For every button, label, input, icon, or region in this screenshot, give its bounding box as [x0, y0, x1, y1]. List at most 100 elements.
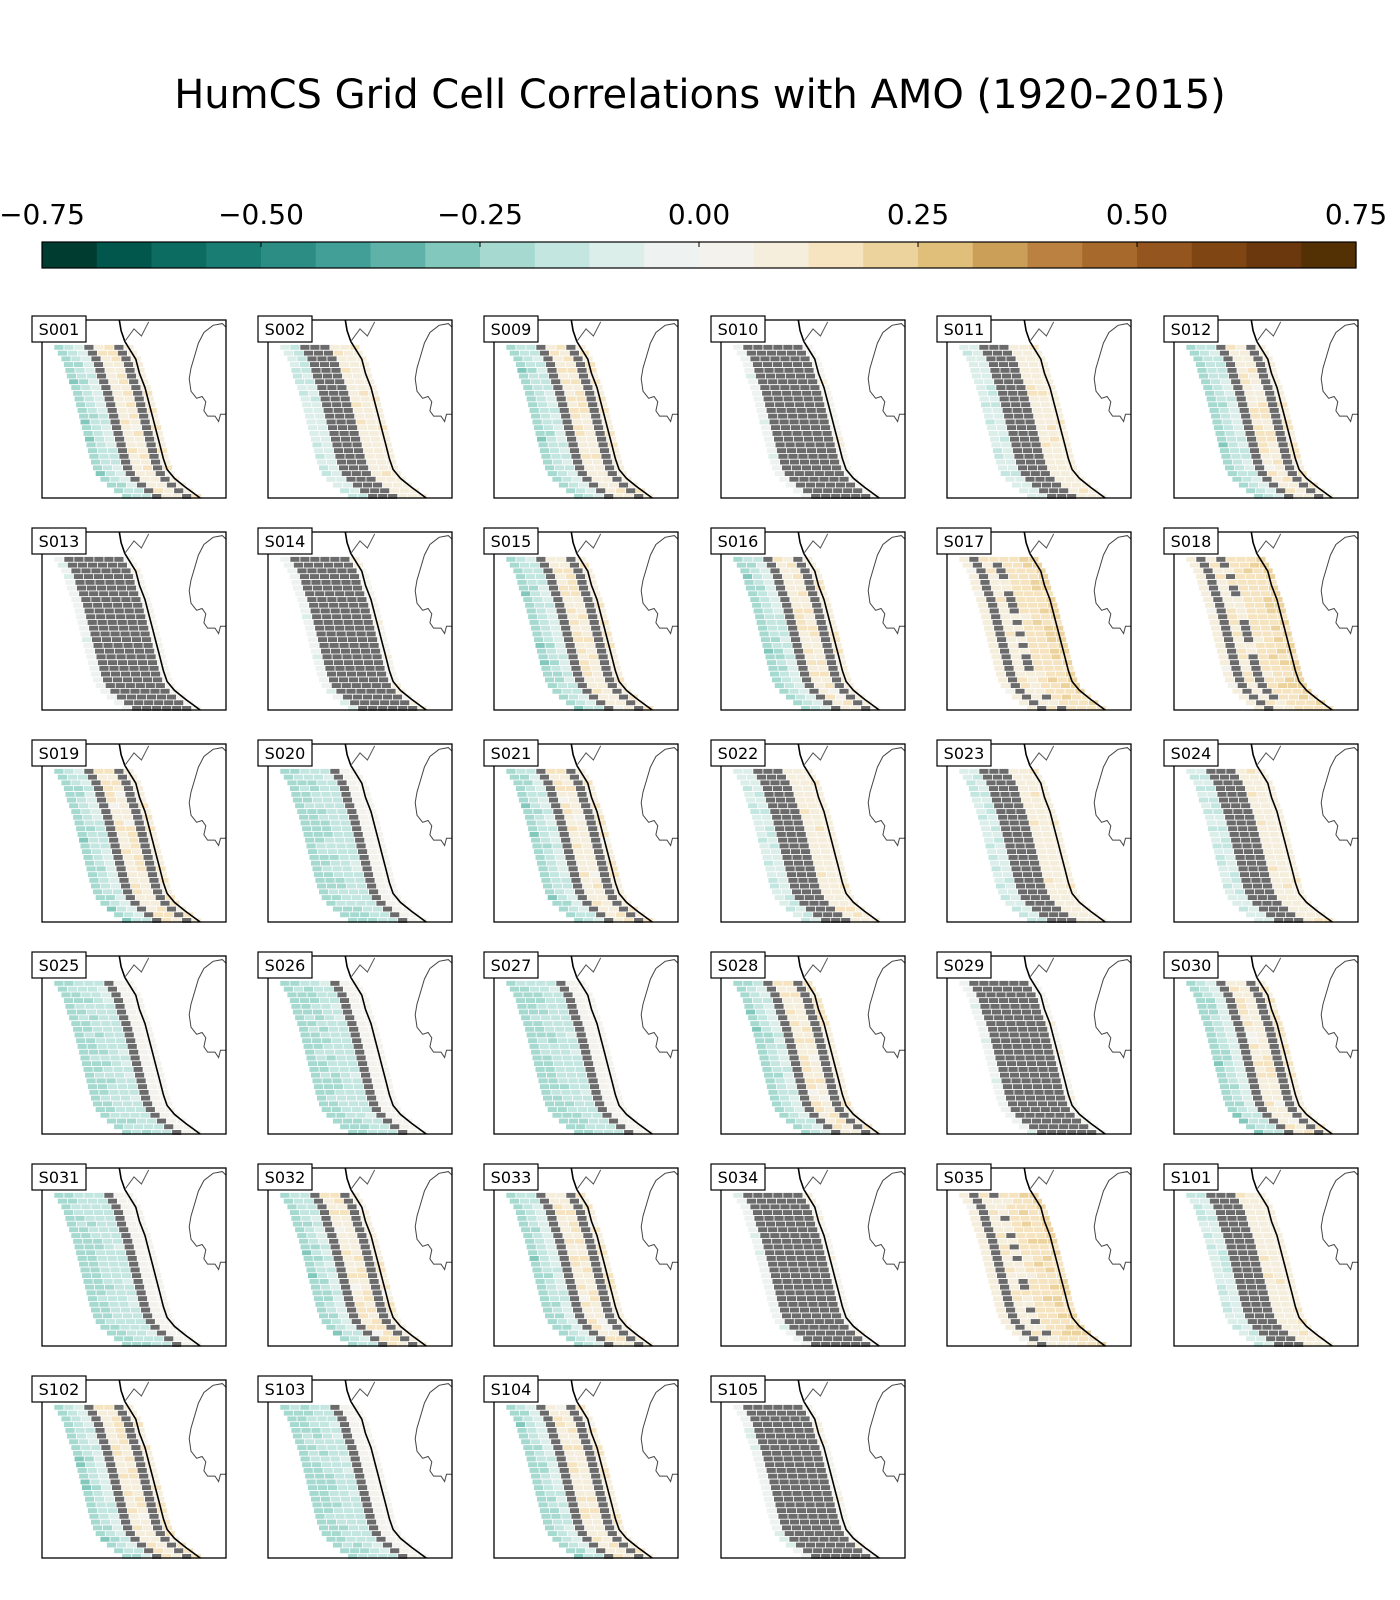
grid-cell: [611, 1089, 621, 1095]
grid-cell: [553, 809, 563, 814]
grid-cell: [145, 895, 155, 900]
grid-cells: [54, 980, 202, 1135]
grid-cell: [295, 591, 305, 597]
inland-border: [124, 321, 150, 342]
grid-cell: [139, 665, 149, 671]
grid-cell: [101, 597, 111, 602]
grid-cell: [779, 419, 789, 425]
grid-cell: [1283, 671, 1293, 677]
grid-cell: [770, 809, 780, 814]
grid-cell: [579, 408, 589, 413]
grid-cell: [576, 820, 586, 826]
grid-cell: [315, 1089, 325, 1095]
grid-cell: [358, 849, 368, 855]
grid-cell: [1217, 860, 1227, 866]
grid-cell: [1037, 849, 1047, 855]
grid-cell: [313, 832, 323, 837]
grid-cell: [539, 986, 549, 992]
grid-cell: [785, 373, 796, 379]
grid-cell: [1035, 843, 1045, 849]
grid-cell: [1248, 694, 1259, 700]
grid-cell: [302, 826, 312, 832]
grid-cell: [311, 791, 321, 797]
grid-cell: [337, 597, 347, 602]
grid-cell: [1271, 453, 1281, 459]
grid-cell: [1037, 706, 1047, 711]
grid-cell: [988, 362, 999, 367]
grid-cell: [83, 643, 93, 648]
grid-cell: [795, 585, 806, 591]
grid-cell: [529, 986, 539, 992]
grid-cell: [1218, 654, 1228, 660]
grid-cell: [1267, 683, 1277, 688]
grid-cell: [133, 643, 143, 648]
grid-cell: [1243, 780, 1253, 786]
grid-cell: [785, 585, 796, 591]
grid-cell: [132, 706, 142, 711]
grid-cell: [979, 396, 989, 402]
grid-cell: [1031, 826, 1041, 832]
grid-cell: [1255, 390, 1265, 396]
grid-cell: [753, 396, 763, 402]
grid-cell: [626, 1124, 636, 1130]
grid-cell: [578, 442, 588, 448]
grid-cell: [289, 574, 300, 579]
grid-cell: [1271, 837, 1281, 843]
grid-cell: [135, 471, 145, 476]
grid-cell: [367, 597, 377, 602]
landmass-outline: [188, 323, 227, 423]
grid-cell: [333, 872, 344, 878]
grid-cell: [333, 620, 343, 625]
grid-cell: [339, 998, 350, 1003]
grid-cell: [826, 832, 836, 837]
grid-cell: [93, 677, 103, 683]
grid-cell: [329, 889, 339, 895]
grid-cell: [1042, 872, 1053, 878]
grid-cell: [1228, 442, 1238, 448]
grid-cell: [1257, 648, 1267, 654]
grid-cell: [71, 568, 81, 574]
grid-cell: [795, 797, 806, 803]
grid-cell: [1272, 900, 1282, 906]
grid-cell: [790, 385, 800, 390]
grid-cell: [96, 1078, 106, 1084]
grid-cell: [533, 992, 543, 998]
grid-cell: [1251, 625, 1261, 631]
grid-cell: [57, 986, 67, 992]
grid-cell: [1233, 883, 1243, 889]
grid-cell: [547, 471, 557, 476]
grid-cell: [105, 1003, 115, 1009]
grid-cell: [1268, 797, 1279, 803]
grid-cell: [134, 700, 144, 706]
grid-cell: [774, 860, 784, 866]
grid-cell: [778, 413, 788, 419]
grid-cell: [784, 648, 794, 654]
grid-cell: [418, 706, 428, 711]
grid-cell: [132, 425, 142, 431]
grid-cell: [66, 585, 77, 591]
grid-cell: [109, 837, 119, 843]
grid-cell: [1058, 855, 1068, 860]
grid-cell: [335, 1049, 345, 1055]
grid-cell: [1211, 837, 1221, 843]
grid-cell: [388, 706, 398, 711]
grid-cell: [85, 579, 95, 585]
grid-cell: [785, 442, 795, 448]
grid-cell: [782, 677, 792, 683]
grid-cell: [571, 453, 581, 459]
grid-cell: [290, 980, 300, 986]
grid-cell: [506, 556, 516, 562]
grid-cell: [976, 568, 986, 574]
grid-cell: [106, 826, 116, 832]
grid-cell: [1242, 900, 1252, 906]
grid-cell: [1249, 350, 1259, 356]
grid-cell: [93, 574, 104, 579]
grid-cell: [578, 1038, 588, 1044]
grid-cell: [1242, 843, 1252, 849]
grid-cell: [1289, 660, 1300, 666]
grid-cell: [1276, 820, 1286, 826]
grid-cell: [569, 1044, 579, 1049]
panel-frame: [41, 955, 227, 1135]
grid-cell: [595, 889, 605, 895]
grid-cell: [825, 402, 835, 408]
